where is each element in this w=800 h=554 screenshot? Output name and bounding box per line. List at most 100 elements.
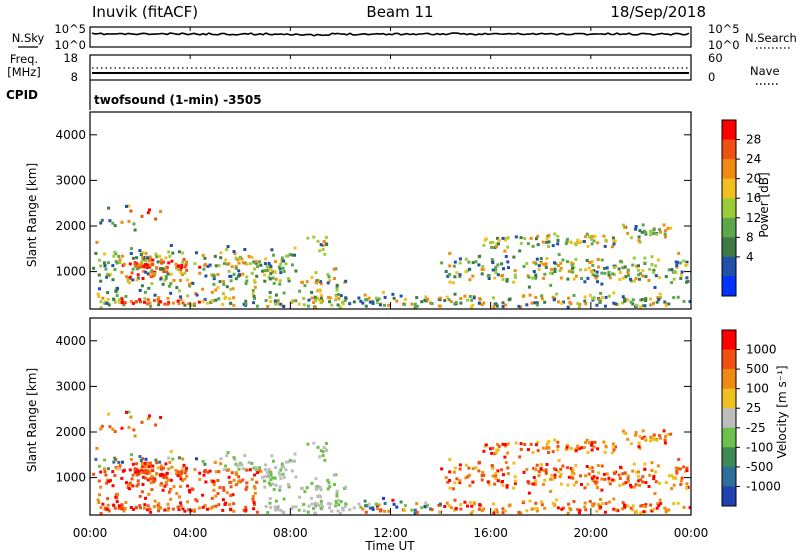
velocity-cell [106, 497, 110, 501]
power-cell [559, 266, 563, 270]
velocity-cell [310, 496, 314, 500]
power-cell [537, 268, 541, 271]
power-cell [116, 287, 120, 291]
power-cell [267, 261, 271, 265]
velocity-cell [652, 477, 656, 481]
velocity-cell [165, 476, 169, 480]
velocity-cell [129, 458, 133, 461]
power-cell [94, 251, 98, 255]
velocity-cell [107, 412, 111, 416]
power-cell [212, 277, 216, 281]
velocity-cell [227, 468, 231, 472]
power-cell [640, 230, 644, 234]
velocity-cell [270, 454, 274, 458]
velocity-cell [449, 506, 453, 510]
power-cell [201, 287, 205, 291]
power-cell [478, 297, 482, 301]
nsky-trace [91, 32, 690, 37]
velocity-cell [278, 473, 282, 477]
power-cell [600, 258, 604, 262]
power-cell [647, 279, 651, 282]
power-cell [217, 297, 221, 301]
velocity-cell [426, 503, 430, 507]
power-cell [282, 305, 286, 308]
power-cell [330, 303, 334, 307]
velocity-cell [626, 477, 630, 481]
power-cell [591, 263, 595, 267]
power-cell [470, 298, 474, 302]
velocity-cell [179, 504, 183, 508]
velocity-cell [549, 489, 553, 493]
velocity-cell [489, 447, 492, 451]
velocity-cell [236, 464, 240, 468]
velocity-cell [272, 487, 276, 491]
velocity-cell [448, 486, 452, 490]
power-cell [284, 262, 288, 266]
power-cell [268, 291, 272, 294]
power-cell [583, 295, 587, 299]
velocity-cell [269, 470, 273, 474]
power-cell [238, 257, 242, 261]
power-cell [512, 280, 516, 284]
power-cell [149, 275, 153, 279]
power-cell [537, 264, 541, 268]
power-cell [600, 282, 604, 286]
power-cell [639, 298, 643, 302]
velocity-cell [169, 450, 173, 453]
power-cell [129, 300, 133, 303]
velocity-cell [214, 494, 218, 498]
velocity-cell [592, 475, 596, 479]
velocity-cell [506, 466, 510, 470]
velocity-cell [596, 447, 600, 451]
power-cell [517, 304, 521, 308]
velocity-cell [112, 503, 116, 507]
power-cell [504, 255, 508, 258]
velocity-cell [101, 502, 105, 506]
velocity-cell [149, 510, 153, 514]
power-cell [278, 267, 282, 271]
power-cell [279, 271, 283, 275]
velocity-cell [125, 410, 128, 414]
colorbar-swatch [722, 427, 736, 448]
colorbar-tick-label: 100 [746, 382, 769, 396]
power-cell [459, 301, 463, 305]
velocity-cell [171, 507, 175, 511]
velocity-cell [507, 472, 510, 476]
power-cell [128, 262, 132, 266]
velocity-cell [658, 434, 662, 438]
velocity-cell [244, 505, 248, 509]
velocity-cell [318, 455, 322, 459]
power-cell [658, 292, 662, 296]
velocity-cell [541, 446, 545, 450]
power-cell [595, 274, 599, 278]
velocity-cell [471, 480, 475, 484]
velocity-cell [96, 498, 100, 502]
power-cell [237, 269, 241, 273]
power-cell [147, 259, 151, 263]
power-cell [535, 301, 539, 305]
power-cell [588, 261, 592, 264]
power-cell [188, 284, 192, 288]
velocity-cell [679, 482, 683, 486]
velocity-cell [518, 455, 522, 459]
velocity-cell [136, 479, 140, 483]
power-cell [480, 272, 484, 276]
power-cell [328, 300, 332, 304]
power-cell [144, 290, 147, 294]
velocity-cell [164, 462, 168, 466]
power-cell [158, 267, 162, 271]
power-cell [131, 267, 135, 271]
power-cell [146, 298, 150, 302]
power-cell [534, 273, 538, 277]
velocity-cell [585, 438, 589, 442]
power-cell [587, 266, 591, 270]
velocity-cell [576, 508, 580, 512]
velocity-cell [574, 463, 578, 467]
velocity-cell [440, 467, 444, 471]
velocity-cell [141, 457, 145, 461]
velocity-cell [415, 510, 419, 514]
velocity-cell [527, 491, 531, 495]
velocity-cell [663, 438, 667, 442]
power-cell [642, 304, 646, 308]
velocity-cell [162, 476, 166, 479]
